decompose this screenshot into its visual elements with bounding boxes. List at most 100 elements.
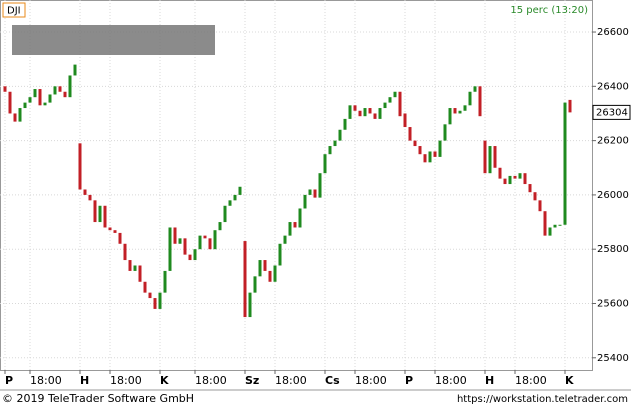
candle <box>528 184 532 193</box>
candle <box>63 91 67 98</box>
candle <box>483 140 487 174</box>
candle <box>173 227 177 244</box>
candle <box>323 154 327 174</box>
x-tick-label: K <box>160 374 169 387</box>
copyright: © 2019 TeleTrader Software GmbH <box>2 392 194 405</box>
candle <box>263 260 267 271</box>
candle <box>503 178 507 185</box>
y-tick-label: 26400 <box>597 81 629 92</box>
candle <box>23 102 27 109</box>
candle <box>8 91 12 114</box>
candle <box>383 102 387 109</box>
footer-url[interactable]: https://workstation.teletrader.com <box>457 394 628 405</box>
candle <box>533 192 537 201</box>
candle <box>318 173 322 198</box>
x-tick-label: K <box>565 374 574 387</box>
candle <box>253 276 257 293</box>
chart-subtitle: 15 perc (13:20) <box>510 5 588 16</box>
candle <box>178 238 182 244</box>
title-box <box>2 2 26 18</box>
candle <box>33 89 37 98</box>
candle <box>508 175 512 185</box>
candle <box>193 249 197 261</box>
candle <box>243 241 247 318</box>
candle <box>283 235 287 244</box>
candle <box>333 140 337 147</box>
candle <box>293 222 297 228</box>
candle <box>203 235 207 239</box>
x-tick-label: H <box>80 374 89 387</box>
chart-title: DJI <box>7 6 21 17</box>
candle <box>113 230 117 233</box>
watermark-box <box>12 25 215 55</box>
candle <box>108 227 112 231</box>
candle <box>488 146 492 174</box>
candle <box>523 173 527 185</box>
candle <box>78 143 82 190</box>
candle <box>223 205 227 223</box>
candle <box>563 102 567 225</box>
candle <box>478 86 482 117</box>
candle <box>48 94 52 103</box>
y-tick-label: 26600 <box>597 27 629 38</box>
candle <box>258 260 262 277</box>
candle <box>433 151 437 157</box>
y-tick-label: 25400 <box>597 353 629 364</box>
candle <box>83 189 87 195</box>
candle <box>103 205 107 228</box>
candle <box>53 86 57 95</box>
candle <box>183 238 187 255</box>
candle <box>438 140 442 157</box>
candle <box>28 97 32 103</box>
candle <box>363 108 367 117</box>
x-tick-label: P <box>405 374 413 387</box>
candle <box>158 292 162 309</box>
x-tick-label: 18:00 <box>195 374 227 387</box>
candle <box>463 105 467 111</box>
candle <box>538 200 542 212</box>
candle <box>408 127 412 141</box>
candle <box>308 189 312 195</box>
candle <box>233 194 237 201</box>
candle <box>238 186 242 195</box>
candle <box>388 97 392 103</box>
candle <box>163 270 167 293</box>
x-tick-label: 18:00 <box>355 374 387 387</box>
candle <box>448 108 452 125</box>
candle <box>93 200 97 223</box>
candle <box>553 224 557 228</box>
candle <box>358 110 362 117</box>
candle <box>378 108 382 119</box>
candle <box>443 124 447 141</box>
x-tick-label: H <box>485 374 494 387</box>
candle <box>568 99 572 113</box>
candle <box>428 151 432 163</box>
candle <box>208 238 212 250</box>
candle <box>393 91 397 98</box>
candle <box>188 254 192 261</box>
candle <box>73 64 77 76</box>
candle <box>453 108 457 114</box>
candle <box>343 118 347 130</box>
y-tick-label: 26000 <box>597 190 629 201</box>
candle <box>3 86 7 92</box>
plot-frame <box>0 0 593 371</box>
candle <box>418 146 422 155</box>
candle <box>548 227 552 236</box>
candle <box>398 91 402 117</box>
candle <box>18 108 22 122</box>
candle <box>273 265 277 282</box>
y-tick-label: 25600 <box>597 298 629 309</box>
candle <box>268 270 272 282</box>
candle <box>68 75 72 98</box>
candle <box>348 105 352 119</box>
x-tick-label: 18:00 <box>30 374 62 387</box>
candle <box>353 105 357 111</box>
candle <box>413 140 417 147</box>
candle <box>228 200 232 206</box>
candle <box>368 108 372 114</box>
candle <box>373 113 377 119</box>
candle <box>458 110 462 114</box>
